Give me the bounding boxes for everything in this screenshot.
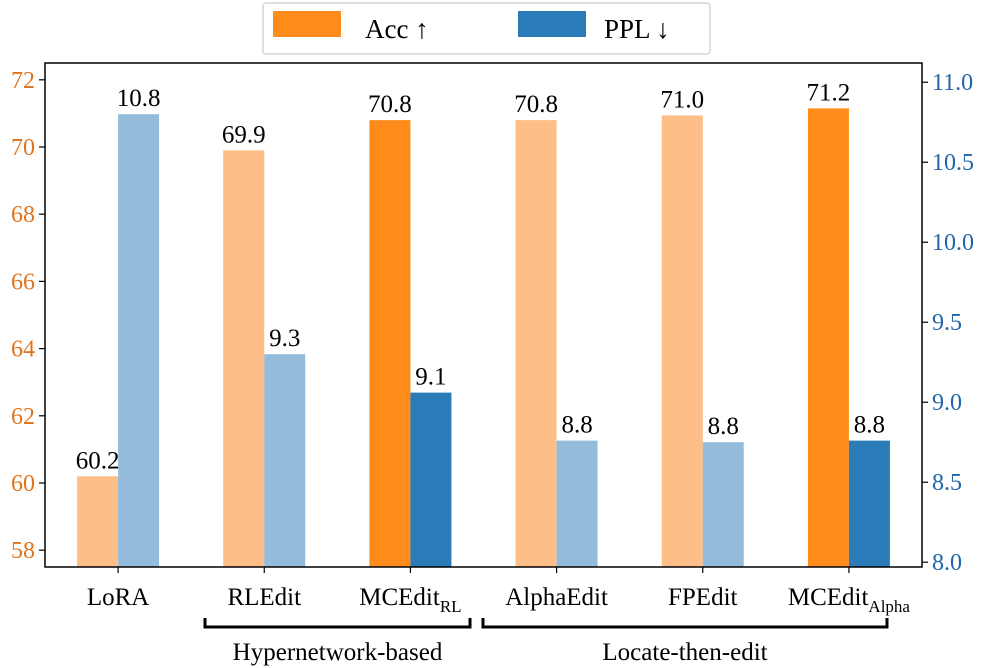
category-label-main: MCEdit <box>359 584 440 611</box>
category-label: MCEditAlpha <box>788 584 911 616</box>
right-tick-label: 10.5 <box>932 150 974 176</box>
category-label-main: FPEdit <box>668 584 738 611</box>
legend-label-acc: Acc ↑ <box>365 14 429 44</box>
bars <box>77 108 890 573</box>
left-tick-label: 70 <box>11 135 35 161</box>
category-label: LoRA <box>87 584 150 611</box>
right-tick-label: 11.0 <box>932 70 973 96</box>
bar-ppl <box>118 114 160 567</box>
left-axis-ticks: 58 60 62 64 66 68 70 72 <box>11 68 45 564</box>
category-label: MCEditRL <box>359 584 461 616</box>
right-axis-ticks: 8.0 8.5 9.0 9.5 10.0 10.5 11.0 <box>922 70 974 576</box>
category-label-main: LoRA <box>87 584 150 611</box>
value-label-acc: 70.8 <box>368 91 412 118</box>
value-label-ppl: 8.8 <box>854 412 885 439</box>
legend-label-ppl: PPL ↓ <box>604 14 670 44</box>
bar-acc <box>223 150 265 568</box>
left-tick-label: 64 <box>11 337 35 363</box>
value-labels: 60.2 10.8 69.9 9.3 70.8 9.1 70.8 8.8 71.0 8.8 71.2… <box>76 79 885 474</box>
value-label-acc: 71.2 <box>807 79 851 106</box>
value-label-acc: 60.2 <box>76 447 120 474</box>
category-label: FPEdit <box>668 584 738 611</box>
category-label: RLEdit <box>227 584 301 611</box>
right-tick-label: 8.0 <box>932 550 962 576</box>
value-label-acc: 70.8 <box>514 91 558 118</box>
left-tick-label: 68 <box>11 202 35 228</box>
value-label-ppl: 9.3 <box>269 325 300 352</box>
group-label: Hypernetwork-based <box>233 639 443 666</box>
bar-acc <box>661 115 703 567</box>
value-label-ppl: 10.8 <box>117 85 161 112</box>
legend-swatch-acc <box>273 11 341 37</box>
left-tick-label: 66 <box>11 269 35 295</box>
group-bracket <box>203 618 472 629</box>
value-label-ppl: 9.1 <box>415 364 446 391</box>
category-label-main: MCEdit <box>788 584 869 611</box>
bar-acc <box>77 476 119 567</box>
bar-acc <box>369 120 411 568</box>
group-bracket <box>481 618 889 629</box>
legend-box <box>262 2 711 55</box>
group-label: Locate-then-edit <box>602 639 767 666</box>
value-label-acc: 69.9 <box>222 121 266 148</box>
value-label-ppl: 8.8 <box>708 413 739 440</box>
right-tick-label: 9.5 <box>932 310 962 336</box>
bar-ppl <box>848 440 890 567</box>
bar-ppl <box>410 392 452 567</box>
left-tick-label: 72 <box>11 68 35 94</box>
value-label-ppl: 8.8 <box>561 412 592 439</box>
legend-swatch-ppl <box>518 11 586 37</box>
value-label-acc: 71.0 <box>660 86 704 113</box>
bar-acc <box>515 120 557 568</box>
bar-ppl <box>264 354 306 567</box>
category-label-subscript: RL <box>440 597 462 616</box>
category-label: AlphaEdit <box>505 584 608 611</box>
right-tick-label: 8.5 <box>932 470 962 496</box>
left-tick-label: 60 <box>11 471 35 497</box>
plot-frame <box>44 62 923 568</box>
category-labels: LoRA RLEdit MCEditRL AlphaEdit FPEdit MCEditA… <box>87 584 911 616</box>
right-tick-label: 9.0 <box>932 390 962 416</box>
bar-acc <box>807 108 849 568</box>
bar-ppl <box>702 442 744 567</box>
bar-ppl <box>556 440 598 567</box>
right-tick-label: 10.0 <box>932 230 974 256</box>
left-tick-label: 62 <box>11 404 35 430</box>
group-brackets: Hypernetwork-based Locate-then-edit <box>203 618 889 666</box>
left-tick-label: 58 <box>11 538 35 564</box>
category-label-main: RLEdit <box>227 584 301 611</box>
category-label-subscript: Alpha <box>868 597 910 616</box>
category-label-main: AlphaEdit <box>505 584 608 611</box>
legend: Acc ↑ PPL ↓ <box>262 2 711 55</box>
